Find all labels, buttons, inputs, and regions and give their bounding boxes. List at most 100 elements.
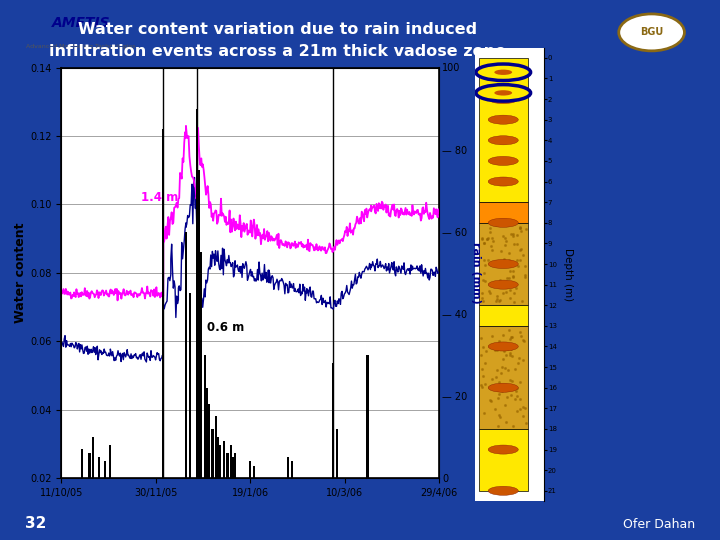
Point (487, 375, 498, 383)
Point (493, 337, 505, 346)
Point (514, 223, 526, 232)
Point (514, 256, 526, 265)
Point (510, 386, 522, 395)
Point (477, 276, 489, 285)
Point (498, 347, 510, 355)
Bar (198, 170, 200, 478)
Point (506, 259, 518, 268)
Bar (92, 437, 94, 478)
Point (516, 296, 528, 305)
Point (508, 298, 520, 307)
Point (480, 359, 491, 367)
Point (490, 296, 502, 305)
Point (506, 352, 518, 360)
Point (520, 225, 531, 234)
Bar (217, 437, 219, 478)
Point (505, 376, 516, 384)
Bar (234, 453, 236, 478)
Point (511, 240, 523, 248)
Circle shape (488, 280, 518, 289)
Point (513, 354, 524, 363)
Point (505, 333, 516, 342)
Point (508, 273, 519, 281)
Point (486, 234, 498, 242)
Bar (98, 457, 100, 478)
Bar (232, 457, 234, 478)
Bar (162, 129, 164, 478)
Bar (89, 453, 91, 478)
Point (479, 269, 490, 278)
Point (500, 234, 511, 242)
Bar (189, 293, 191, 478)
Point (514, 224, 526, 232)
Point (507, 267, 518, 275)
Point (475, 381, 487, 389)
Bar (287, 457, 289, 478)
Bar (185, 232, 187, 478)
Point (511, 384, 523, 393)
Bar (206, 388, 208, 478)
Point (506, 333, 518, 342)
Point (508, 383, 520, 392)
Point (504, 294, 516, 302)
Point (519, 273, 531, 281)
Point (505, 266, 516, 275)
Point (482, 255, 494, 264)
Point (487, 245, 498, 254)
Point (485, 342, 496, 350)
Circle shape (488, 177, 518, 186)
Point (494, 276, 505, 285)
Bar (336, 429, 338, 478)
Text: Ofer Dahan: Ofer Dahan (623, 518, 695, 531)
Point (501, 393, 513, 401)
Point (490, 258, 502, 266)
Point (490, 346, 501, 355)
Circle shape (476, 85, 531, 101)
Point (477, 288, 488, 297)
Text: 0.6 m: 0.6 m (207, 321, 244, 334)
Point (515, 404, 526, 413)
Y-axis label: Water content: Water content (14, 222, 27, 323)
Bar (219, 445, 221, 478)
Point (493, 378, 505, 387)
Point (503, 255, 515, 264)
Bar (196, 109, 199, 478)
Point (505, 377, 517, 386)
Point (492, 390, 504, 399)
Point (500, 401, 511, 409)
Text: Advanced Monitoring Technologies: Advanced Monitoring Technologies (26, 44, 136, 50)
Point (481, 234, 492, 243)
Point (514, 395, 526, 403)
Point (495, 247, 507, 255)
Point (497, 362, 508, 371)
Point (505, 349, 516, 357)
Circle shape (488, 136, 518, 145)
Point (502, 273, 513, 282)
Point (518, 336, 530, 345)
Point (492, 394, 504, 402)
Point (480, 347, 492, 356)
Bar (479, 326, 528, 429)
Point (519, 403, 531, 412)
Point (484, 224, 495, 232)
Point (517, 412, 528, 421)
Point (487, 237, 499, 245)
Circle shape (488, 342, 518, 351)
Circle shape (488, 115, 518, 124)
Bar (215, 416, 217, 478)
Point (475, 351, 487, 360)
Point (477, 364, 488, 373)
Point (500, 350, 512, 359)
Circle shape (488, 487, 518, 495)
Point (476, 334, 487, 342)
Circle shape (488, 218, 518, 227)
Bar (366, 355, 369, 478)
Point (512, 261, 523, 270)
Point (512, 392, 523, 401)
Point (500, 241, 511, 249)
Point (511, 231, 523, 239)
Point (492, 384, 503, 393)
Bar (204, 355, 206, 478)
Point (485, 228, 496, 237)
Point (485, 278, 496, 287)
